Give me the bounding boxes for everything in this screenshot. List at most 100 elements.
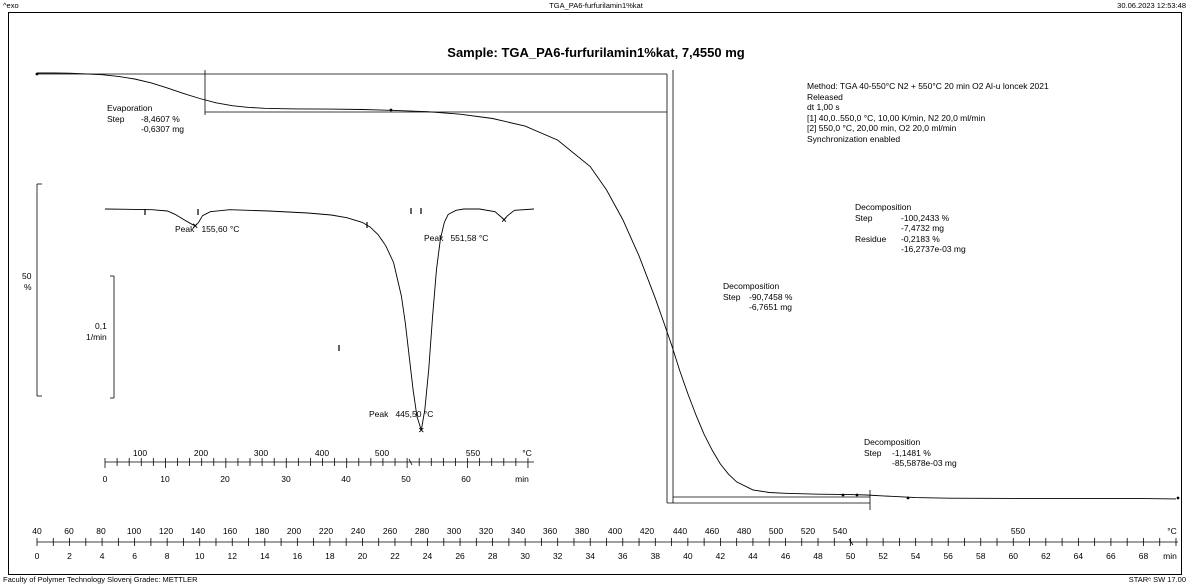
exo-marker: ^exo [3,1,19,10]
bottom-time-tick-label: 2 [67,551,72,561]
decomposition3-title: Decomposition [864,437,921,447]
bottom-temp-tick-label: 500 [769,526,783,536]
footer-right: STARᵉ SW 17.00 [1128,575,1186,584]
bottom-time-tick-label: 40 [683,551,693,561]
bottom-time-tick-label: 16 [293,551,303,561]
bottom-temp-tick-label: 40 [32,526,42,536]
inset-temp-tick-label: 400 [315,448,329,458]
tga-limit-dot [35,72,39,76]
method-line: [1] 40,0..550,0 °C, 10,00 K/min, N2 20,0… [807,112,986,123]
bottom-temp-tick-label: 480 [737,526,751,536]
inset-break-mark [408,458,413,466]
dtg-peak-marker [501,217,507,223]
plot-frame [8,12,1182,575]
bottom-time-tick-label: 4 [100,551,105,561]
tga-curve [37,72,1177,500]
bottom-temp-tick-label: 160 [223,526,237,536]
bottom-time-tick-label: 18 [325,551,335,561]
tga-scale-value: 50 [22,271,32,281]
bottom-time-tick-label: 56 [943,551,953,561]
bottom-time-tick-label: 48 [813,551,823,561]
dtg-curve [104,208,535,431]
decomposition1-result: Decomposition Step -90,7458 % -6,7651 mg [723,281,792,313]
bottom-temp-tick-label: 260 [383,526,397,536]
bottom-time-tick-label: 52 [878,551,888,561]
decomposition2-residue-pct: -0,2183 % [901,233,940,244]
method-line: dt 1,00 s [807,102,840,112]
bottom-temp-tick-label: 180 [255,526,269,536]
decomposition1-step-label: Step [723,291,741,302]
method-line: Method: TGA 40-550°C N2 + 550°C 20 min O… [807,81,1049,91]
bottom-temp-tick-label: 420 [640,526,654,536]
tga-scale-unit: % [24,282,32,292]
bottom-time-tick-label: 46 [781,551,791,561]
bottom-temp-tick-label: 120 [159,526,173,536]
peak-label-1: Peak 155,60 °C [175,224,240,234]
bottom-temp-tick-label: 60 [64,526,74,536]
datetime: 30.06.2023 12:53:48 [1117,1,1186,10]
inset-temp-tick-label: 300 [254,448,268,458]
evaporation-result: Evaporation Step -8,4607 % -0,6307 mg [107,103,184,135]
bottom-time-tick-label: 66 [1106,551,1116,561]
evaporation-step-pct: -8,4607 % [141,113,180,124]
sample-title: Sample: TGA_PA6-furfurilamin1%kat, 7,455… [447,45,745,60]
inset-temp-tick-label: 500 [375,448,389,458]
bottom-time-tick-label: 22 [390,551,400,561]
bottom-time-tick-label: 68 [1139,551,1149,561]
inset-time-tick-label: 50 [401,474,411,484]
decomposition2-title: Decomposition [855,202,912,212]
decomposition1-title: Decomposition [723,281,780,291]
dtg-scale-unit: 1/min [86,332,107,342]
bottom-temp-tick-label: 360 [543,526,557,536]
method-line: Released [807,91,843,102]
decomposition1-step-pct: -90,7458 % [749,291,793,302]
bottom-time-tick-label: 20 [358,551,368,561]
evaporation-step-label: Step [107,113,125,124]
bottom-time-tick-label: 58 [976,551,986,561]
tga-limit-dot [389,108,393,112]
method-line: [2] 550,0 °C, 20,00 min, O2 20,0 ml/min [807,123,957,133]
evaporation-step-mg: -0,6307 mg [141,124,184,134]
inset-time-tick-label: min [515,474,529,484]
dtg-peak-marker [418,427,424,433]
inset-time-tick-label: 10 [160,474,170,484]
bottom-temp-tick-label: 220 [319,526,333,536]
footer-left: Faculty of Polymer Technology Slovenj Gr… [3,575,198,584]
decomposition2-result: Decomposition Step -100,2433 % -7,4732 mg… [855,202,966,255]
bottom-temp-tick-label: 380 [575,526,589,536]
bottom-temp-tick-label: 550 [1011,526,1025,536]
evaporation-title: Evaporation [107,103,153,113]
bottom-temp-tick-label: 440 [673,526,687,536]
bottom-time-tick-label: 50 [846,551,856,561]
peak-label-3: Peak 551,58 °C [424,233,489,243]
bottom-time-tick-label: 42 [716,551,726,561]
inset-time-tick-label: 30 [281,474,291,484]
tga-limit-dot [1176,496,1180,500]
decomposition3-step-label: Step [864,447,882,458]
dtg-scale-value: 0,1 [95,321,107,331]
bottom-time-tick-label: 60 [1009,551,1019,561]
bottom-time-tick-label: 14 [260,551,270,561]
bottom-time-tick-label: 24 [423,551,433,561]
bottom-time-tick-label: 38 [651,551,661,561]
tga-limit-dot [906,496,910,500]
bottom-time-tick-label: 44 [748,551,758,561]
bottom-time-tick-label: 36 [618,551,628,561]
bottom-temp-tick-label: 320 [479,526,493,536]
tga-limit-dot [855,493,859,497]
bottom-time-tick-label: 10 [195,551,205,561]
bottom-time-tick-label: 34 [585,551,595,561]
bottom-time-tick-label: min [1163,551,1177,561]
decomposition2-residue-label: Residue [855,233,887,244]
tga-limit-dot [841,493,845,497]
bottom-temp-tick-label: 340 [511,526,525,536]
inset-temp-tick-label: 200 [194,448,208,458]
bottom-time-tick-label: 54 [911,551,921,561]
decomposition2-step-label: Step [855,212,873,223]
bottom-temp-tick-label: 280 [415,526,429,536]
bottom-temp-tick-label: 300 [447,526,461,536]
bottom-time-tick-label: 12 [228,551,238,561]
file-title: TGA_PA6-furfurilamin1%kat [549,1,643,10]
inset-temp-tick-label: 550 [466,448,480,458]
bottom-temp-tick-label: 80 [96,526,106,536]
